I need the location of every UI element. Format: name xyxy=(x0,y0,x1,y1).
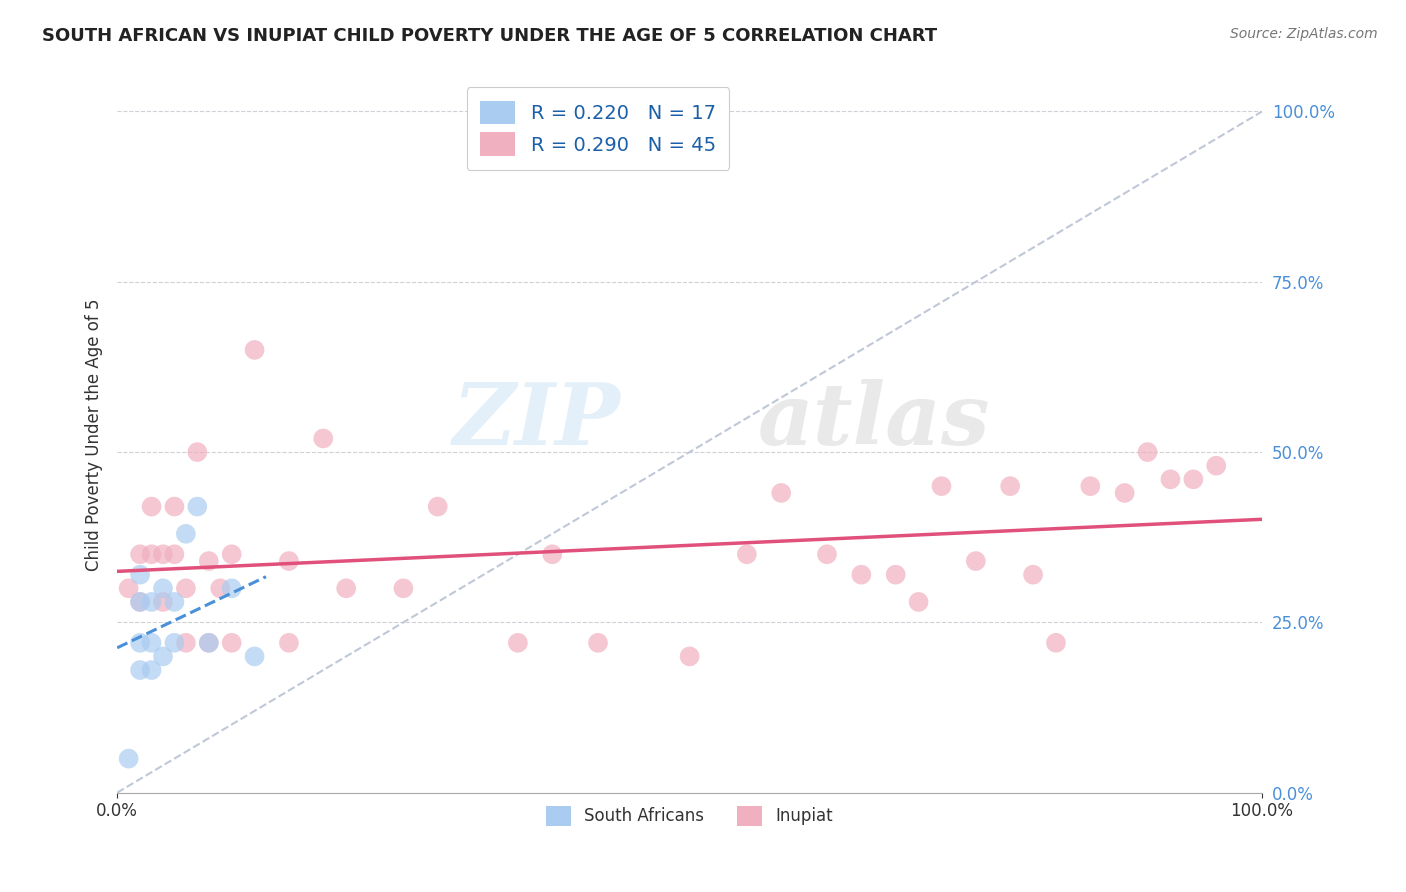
Point xyxy=(163,547,186,561)
Point xyxy=(117,751,139,765)
Point xyxy=(141,663,163,677)
Point xyxy=(221,582,243,596)
Point xyxy=(209,582,232,596)
Text: atlas: atlas xyxy=(758,379,991,462)
Point xyxy=(735,547,758,561)
Point xyxy=(141,636,163,650)
Legend: South Africans, Inupiat: South Africans, Inupiat xyxy=(537,797,842,834)
Point xyxy=(335,582,357,596)
Point xyxy=(1045,636,1067,650)
Point xyxy=(277,554,299,568)
Point xyxy=(117,582,139,596)
Point xyxy=(221,636,243,650)
Point xyxy=(129,636,152,650)
Point xyxy=(174,636,197,650)
Point xyxy=(152,595,174,609)
Point xyxy=(163,500,186,514)
Point xyxy=(141,595,163,609)
Point xyxy=(1114,486,1136,500)
Point xyxy=(163,636,186,650)
Point xyxy=(884,567,907,582)
Point xyxy=(141,500,163,514)
Point xyxy=(221,547,243,561)
Point xyxy=(678,649,700,664)
Point xyxy=(152,649,174,664)
Point xyxy=(851,567,873,582)
Point xyxy=(186,500,208,514)
Point xyxy=(907,595,929,609)
Point xyxy=(197,636,219,650)
Point xyxy=(1078,479,1101,493)
Point xyxy=(129,547,152,561)
Point xyxy=(965,554,987,568)
Point xyxy=(152,582,174,596)
Point xyxy=(815,547,838,561)
Point xyxy=(1205,458,1227,473)
Point xyxy=(197,636,219,650)
Point xyxy=(506,636,529,650)
Text: SOUTH AFRICAN VS INUPIAT CHILD POVERTY UNDER THE AGE OF 5 CORRELATION CHART: SOUTH AFRICAN VS INUPIAT CHILD POVERTY U… xyxy=(42,27,938,45)
Point xyxy=(186,445,208,459)
Point xyxy=(586,636,609,650)
Y-axis label: Child Poverty Under the Age of 5: Child Poverty Under the Age of 5 xyxy=(86,299,103,571)
Point xyxy=(1182,472,1205,486)
Point xyxy=(426,500,449,514)
Point xyxy=(174,582,197,596)
Point xyxy=(129,663,152,677)
Point xyxy=(541,547,564,561)
Point xyxy=(998,479,1021,493)
Point xyxy=(277,636,299,650)
Point xyxy=(392,582,415,596)
Point xyxy=(931,479,953,493)
Point xyxy=(1159,472,1181,486)
Point xyxy=(197,554,219,568)
Point xyxy=(1136,445,1159,459)
Point xyxy=(243,649,266,664)
Point xyxy=(163,595,186,609)
Point xyxy=(243,343,266,357)
Point xyxy=(129,595,152,609)
Point xyxy=(129,567,152,582)
Point xyxy=(141,547,163,561)
Point xyxy=(174,526,197,541)
Point xyxy=(770,486,793,500)
Point xyxy=(152,547,174,561)
Text: ZIP: ZIP xyxy=(453,379,621,462)
Point xyxy=(129,595,152,609)
Point xyxy=(1022,567,1045,582)
Text: Source: ZipAtlas.com: Source: ZipAtlas.com xyxy=(1230,27,1378,41)
Point xyxy=(312,432,335,446)
